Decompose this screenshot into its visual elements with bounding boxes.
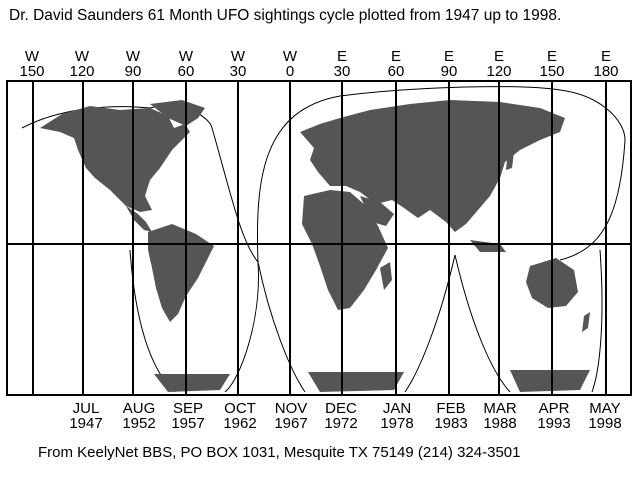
longitude-label-e90: E 90 [440,48,458,80]
footer-credit: From KeelyNet BBS, PO BOX 1031, Mesquite… [38,444,521,461]
date-label-oct-1962: OCT 1962 [223,400,257,432]
north-america-land [40,106,190,212]
date-label-jul-1947: JUL 1947 [69,400,103,432]
longitude-label-e180: E 180 [593,48,619,80]
longitude-label-e120: E 120 [486,48,512,80]
longitude-label-e60: E 60 [387,48,405,80]
south-america-land [148,224,214,322]
graticule [7,81,631,395]
indonesia-land [470,240,506,252]
map-frame [6,80,632,396]
antarctica-land-1 [154,374,230,392]
date-label-mar-1988: MAR 1988 [483,400,517,432]
longitude-label-w30: W 30 [229,48,247,80]
date-label-nov-1967: NOV 1967 [274,400,308,432]
longitude-label-w90: W 90 [124,48,142,80]
longitude-label-e150: E 150 [539,48,565,80]
longitude-label-e30: E 30 [333,48,351,80]
date-label-feb-1983: FEB 1983 [434,400,468,432]
longitude-label-w150: W 150 [19,48,45,80]
date-label-dec-1972: DEC 1972 [324,400,358,432]
japan-land [506,148,514,170]
new-zealand-land [582,312,590,332]
africa-land [302,190,388,310]
date-label-aug-1952: AUG 1952 [122,400,156,432]
antarctica-land-3 [510,370,590,392]
greenland-land [150,100,205,126]
date-label-jan-1978: JAN 1978 [380,400,414,432]
antarctica-land-2 [308,372,404,392]
date-label-sep-1957: SEP 1957 [171,400,205,432]
land-masses [40,100,590,392]
date-label-apr-1993: APR 1993 [537,400,571,432]
longitude-label-w120: W 120 [69,48,95,80]
madagascar-land [380,262,392,290]
date-label-may-1998: MAY 1998 [588,400,622,432]
map-title: Dr. David Saunders 61 Month UFO sighting… [9,7,562,24]
arabia-land [360,196,394,226]
longitude-label-w60: W 60 [177,48,195,80]
